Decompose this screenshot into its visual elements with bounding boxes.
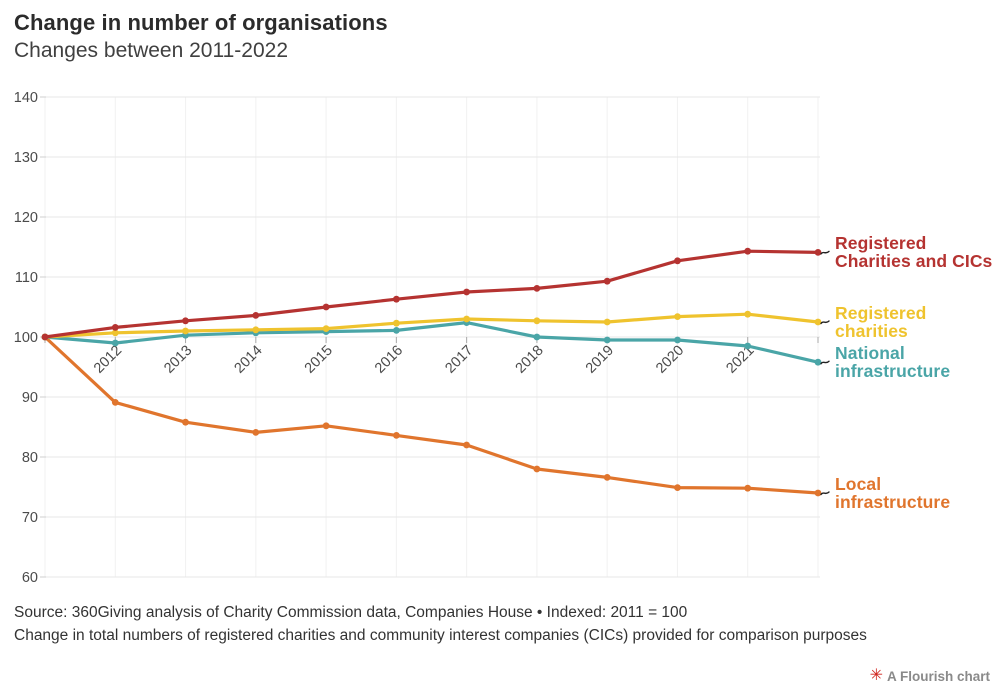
- data-point-registered-charities-and-cics-2021: [744, 247, 752, 255]
- chart-footer: Source: 360Giving analysis of Charity Co…: [14, 601, 867, 647]
- data-point-local-infrastructure-2019: [603, 474, 611, 481]
- data-point-local-infrastructure-2017: [463, 441, 470, 449]
- series-label-line: Local: [835, 474, 882, 494]
- label-connector-national-infrastructure: [820, 360, 830, 365]
- y-axis-label-70: 70: [22, 510, 38, 526]
- series-label-line: Charities and CICs: [835, 251, 993, 272]
- data-point-national-infrastructure-2019: [603, 336, 611, 344]
- data-point-registered-charities-and-cics-2019: [603, 277, 611, 285]
- data-point-national-infrastructure-2020: [674, 336, 681, 344]
- series-line-local-infrastructure: [43, 335, 820, 495]
- data-point-national-infrastructure-2022: [814, 358, 822, 366]
- series-label-line: Registered: [835, 233, 927, 254]
- y-axis-label-90: 90: [22, 390, 38, 406]
- data-point-registered-charities-and-cics-2018: [533, 285, 541, 292]
- y-axis-label-120: 120: [14, 210, 38, 226]
- data-point-registered-charities-2015: [322, 325, 330, 332]
- y-axis-label-100: 100: [14, 330, 38, 346]
- description-note: Change in total numbers of registered ch…: [14, 627, 867, 644]
- data-point-registered-charities-2022: [814, 318, 822, 326]
- label-connector-local-infrastructure: [820, 491, 830, 496]
- data-point-national-infrastructure-2021: [744, 342, 752, 350]
- data-point-local-infrastructure-2013: [182, 418, 189, 426]
- series-label-registered-charities: Registered charities: [835, 304, 1003, 340]
- x-axis-label-2015: 2015: [302, 343, 336, 377]
- data-point-local-infrastructure-2014: [252, 429, 260, 436]
- y-axis-label-110: 110: [15, 270, 38, 286]
- source-note: Source: 360Giving analysis of Charity Co…: [14, 604, 688, 621]
- x-axis-label-2013: 2013: [161, 343, 195, 377]
- data-point-local-infrastructure-2016: [393, 432, 400, 439]
- series-label-line: infrastructure: [835, 492, 951, 512]
- x-axis-label-2019: 2019: [583, 343, 617, 377]
- data-point-registered-charities-and-cics-2017: [463, 288, 470, 296]
- chart-title: Change in number of organisations: [14, 10, 388, 35]
- series-label-line: National: [835, 343, 905, 364]
- data-point-registered-charities-2013: [182, 327, 189, 335]
- series-label-line: Registered: [835, 303, 927, 323]
- data-point-local-infrastructure-2015: [322, 422, 330, 430]
- flourish-credit-link[interactable]: ✳ A Flourish chart: [870, 668, 990, 684]
- data-point-registered-charities-and-cics-2012: [111, 324, 119, 331]
- flourish-logo-icon: ✳: [869, 667, 883, 684]
- data-point-registered-charities-2020: [674, 313, 681, 320]
- chart-header: Change in number of organisations Change…: [0, 0, 1003, 63]
- flourish-credit-text: A Flourish chart: [886, 668, 990, 684]
- y-axis-label-60: 60: [22, 570, 38, 586]
- series-line-registered-charities-and-cics: [43, 249, 820, 339]
- x-axis-label-2014: 2014: [232, 343, 266, 377]
- data-point-registered-charities-and-cics-2013: [182, 317, 189, 325]
- x-axis-label-2020: 2020: [653, 343, 687, 377]
- series-label-national-infrastructure: National infrastructure: [835, 344, 1003, 380]
- label-connector-registered-charities-and-cics: [820, 250, 830, 255]
- data-point-registered-charities-and-cics-2014: [252, 312, 260, 319]
- data-point-national-infrastructure-2018: [533, 333, 541, 341]
- data-point-registered-charities-2014: [252, 326, 260, 334]
- series-line-national-infrastructure: [43, 321, 820, 364]
- data-point-local-infrastructure-2022: [814, 489, 822, 497]
- series-line-registered-charities: [43, 312, 820, 339]
- series-label-line: charities: [835, 321, 908, 341]
- x-axis-label-2018: 2018: [513, 343, 547, 377]
- series-label-registered-charities-and-cics: Registered Charities and CICs: [835, 234, 1003, 270]
- data-point-registered-charities-and-cics-2020: [674, 257, 681, 265]
- x-axis-label-2012: 2012: [91, 343, 125, 377]
- series-label-line: infrastructure: [835, 361, 951, 382]
- series-label-local-infrastructure: Local infrastructure: [835, 475, 1003, 511]
- data-point-registered-charities-and-cics-2016: [393, 295, 400, 303]
- data-point-local-infrastructure-2021: [744, 484, 752, 492]
- data-point-local-infrastructure-2012: [111, 399, 119, 406]
- data-point-registered-charities-2016: [393, 319, 400, 327]
- x-axis-label-2017: 2017: [442, 343, 476, 377]
- data-point-registered-charities-and-cics-2015: [322, 303, 330, 311]
- data-point-registered-charities-2021: [744, 310, 752, 318]
- y-axis-label-80: 80: [22, 450, 38, 466]
- y-axis-label-140: 140: [14, 90, 38, 106]
- data-point-local-infrastructure-2020: [674, 484, 681, 491]
- data-point-registered-charities-2012: [111, 329, 119, 337]
- data-point-national-infrastructure-2012: [111, 339, 119, 347]
- chart-subtitle: Changes between 2011-2022: [14, 39, 288, 62]
- data-point-registered-charities-2019: [603, 318, 611, 326]
- y-axis-label-130: 130: [14, 150, 38, 166]
- x-axis-label-2016: 2016: [372, 343, 406, 377]
- label-connector-registered-charities: [820, 320, 830, 325]
- data-point-local-infrastructure-2018: [533, 465, 541, 473]
- data-point-registered-charities-and-cics-2022: [814, 249, 822, 256]
- data-point-national-infrastructure-2016: [393, 327, 400, 334]
- data-point-registered-charities-and-cics-2011: [41, 333, 49, 341]
- data-point-registered-charities-2017: [463, 315, 470, 323]
- data-point-registered-charities-2018: [533, 317, 541, 325]
